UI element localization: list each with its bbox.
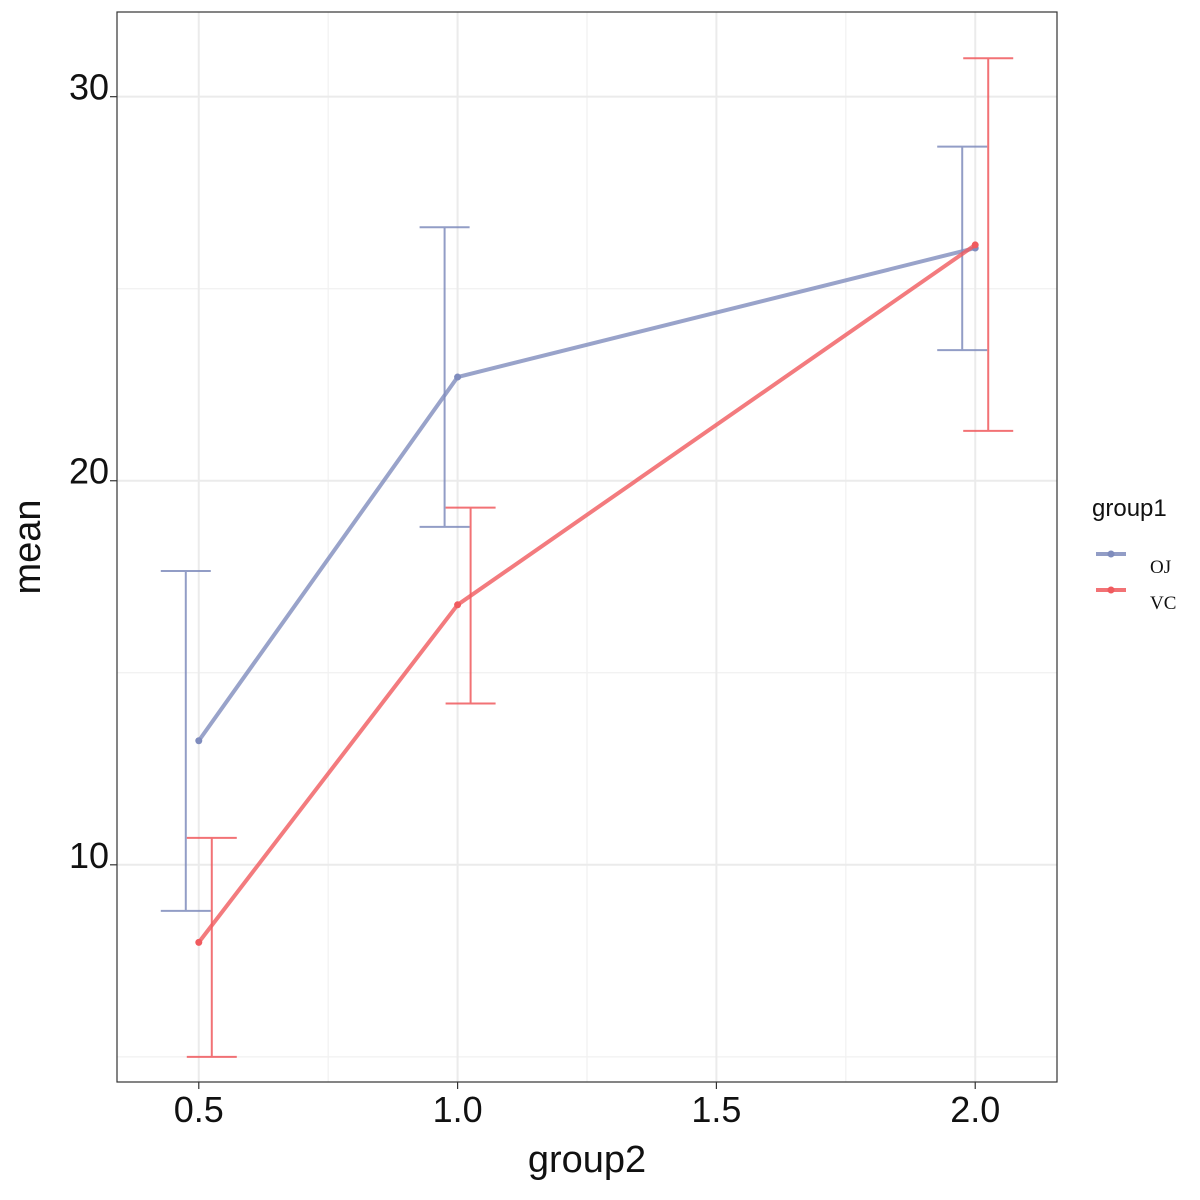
series-VC (186, 57, 1014, 1058)
x-tick-label: 0.5 (174, 1089, 224, 1130)
y-axis-title: mean (7, 499, 49, 594)
legend-label: OJ (1150, 557, 1171, 578)
y-tick-label: 10 (69, 835, 109, 876)
x-tick-label: 2.0 (950, 1089, 1000, 1130)
legend-label: VC (1150, 593, 1176, 614)
y-tick-label: 30 (69, 67, 109, 108)
y-tick-label: 20 (69, 451, 109, 492)
error-bar (445, 506, 496, 705)
series-layer (160, 57, 1014, 1058)
panel-border (116, 11, 1058, 1083)
axis-ticks: 0.5 1.0 1.5 2.0 10 20 30 (69, 67, 1000, 1130)
legend-title: group1 (1092, 495, 1167, 522)
error-bar (186, 836, 237, 1058)
error-bar (419, 226, 470, 528)
grid-lines (117, 12, 1057, 1082)
error-bar (963, 57, 1014, 432)
data-point (454, 601, 462, 609)
legend-swatch-point (1107, 550, 1115, 558)
legend: group1 OJ VC (1092, 495, 1176, 614)
data-point (195, 938, 203, 946)
data-point (195, 737, 203, 745)
data-point (971, 241, 979, 249)
data-point (454, 373, 462, 381)
series-OJ (160, 145, 988, 912)
legend-key-OJ: OJ (1096, 550, 1171, 578)
legend-swatch-point (1107, 586, 1115, 594)
legend-key-VC: VC (1096, 586, 1176, 614)
legend-items: OJ VC (1096, 550, 1176, 614)
error-bar (160, 570, 211, 912)
error-bar (937, 145, 988, 352)
x-tick-label: 1.0 (433, 1089, 483, 1130)
x-tick-label: 1.5 (691, 1089, 741, 1130)
x-axis-title: group2 (528, 1139, 646, 1181)
